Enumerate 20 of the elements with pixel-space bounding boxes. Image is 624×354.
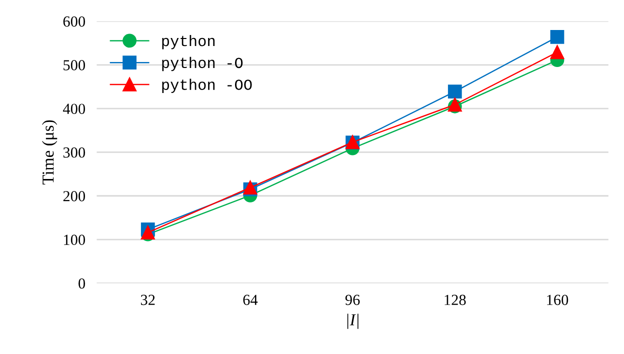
legend-label: python -OO bbox=[162, 78, 252, 93]
point bbox=[550, 45, 564, 60]
y-tick-label: 300 bbox=[63, 147, 86, 158]
y-tick-label: 400 bbox=[62, 104, 86, 114]
y-tick-label: 100 bbox=[64, 234, 86, 245]
legend-label: python -O bbox=[162, 56, 243, 72]
point bbox=[550, 30, 564, 44]
x-tick-label: 64 bbox=[243, 294, 258, 306]
y-axis-title: Time (μs) bbox=[42, 120, 58, 185]
x-tick-label: 160 bbox=[547, 294, 568, 306]
y-tick-label: 0 bbox=[78, 278, 86, 289]
y-tick-label: 200 bbox=[63, 191, 86, 202]
x-axis-title: |I| bbox=[347, 314, 358, 329]
x-tick-label: 96 bbox=[345, 294, 360, 306]
legend-label: python bbox=[162, 34, 215, 50]
point bbox=[448, 84, 462, 98]
y-tick-label: 500 bbox=[64, 60, 86, 70]
x-tick-label: 32 bbox=[140, 294, 155, 306]
y-tick-label: 600 bbox=[63, 16, 86, 27]
x-tick-label: 128 bbox=[444, 294, 466, 306]
